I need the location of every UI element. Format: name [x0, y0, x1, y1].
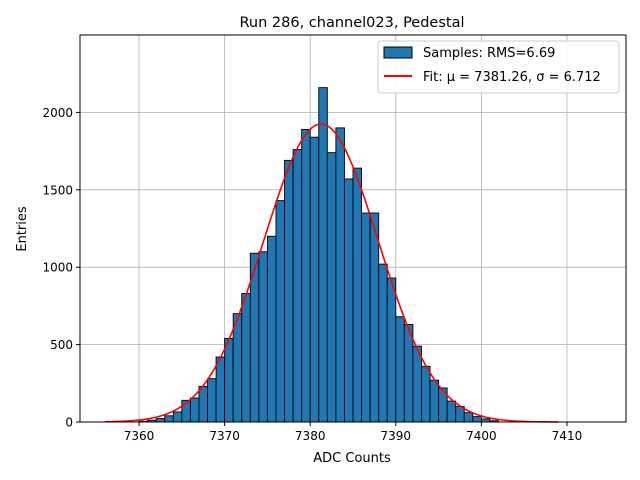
histogram-bar: [472, 416, 482, 423]
x-tick-label: 7410: [552, 429, 583, 443]
histogram-bar: [164, 415, 174, 423]
histogram-bars: [138, 87, 499, 423]
histogram-bar: [446, 400, 457, 423]
y-axis-ticks: 0 500 1000 1500 2000: [42, 106, 80, 430]
plot-frame: [79, 34, 627, 423]
histogram-bar: [241, 293, 251, 423]
histogram-bar: [224, 337, 234, 423]
histogram-bar: [395, 316, 405, 423]
histogram-bar: [266, 235, 277, 423]
histogram-bar: [386, 277, 397, 423]
x-axis-ticks: 7360 7370 7380 7390 7400 7410: [124, 422, 582, 443]
x-tick-label: 7360: [124, 429, 155, 443]
histogram-bar: [403, 324, 414, 423]
fit-curve: [104, 123, 559, 423]
fit-curve-group: [104, 123, 559, 423]
x-axis-label: ADC Counts: [313, 451, 391, 466]
y-tick-label: 500: [50, 338, 73, 352]
y-tick-label: 1500: [42, 183, 73, 197]
x-tick-label: 7390: [381, 429, 412, 443]
legend-label-fit: Fit: μ = 7381.26, σ = 6.712: [423, 70, 601, 85]
histogram-bar: [292, 149, 303, 423]
histogram-bar: [421, 365, 431, 423]
histogram-bar: [284, 159, 294, 423]
y-axis-label: Entries: [15, 206, 30, 252]
histogram-bar: [335, 127, 345, 423]
x-tick-label: 7380: [295, 429, 326, 443]
histogram-bar: [412, 345, 422, 423]
histogram-bar: [326, 152, 337, 423]
histogram-bar: [318, 87, 328, 423]
histogram-bar: [343, 178, 354, 423]
histogram-bar: [463, 412, 474, 423]
y-tick-label: 2000: [42, 106, 73, 120]
histogram-bar: [429, 379, 440, 423]
x-tick-label: 7370: [209, 429, 240, 443]
histogram-bar: [275, 200, 285, 423]
histogram-bar: [189, 397, 200, 423]
histogram-bar: [207, 378, 217, 423]
x-tick-label: 7400: [466, 429, 497, 443]
histogram-bar: [198, 385, 208, 423]
histogram-bar: [232, 313, 243, 423]
histogram-bar: [309, 136, 320, 423]
legend-label-samples: Samples: RMS=6.69: [423, 46, 555, 61]
legend-swatch-samples: [383, 46, 413, 59]
chart-title: Run 286, channel023, Pedestal: [239, 15, 464, 31]
histogram-bar: [352, 167, 363, 423]
histogram-bar: [301, 128, 311, 423]
histogram-bar: [155, 418, 166, 423]
histogram-bar: [361, 212, 371, 423]
histogram-bar: [378, 263, 388, 423]
histogram-bar: [258, 251, 268, 423]
legend-box: [377, 40, 620, 94]
histogram-bar: [215, 356, 226, 423]
y-tick-label: 0: [65, 416, 73, 430]
histogram-bar: [172, 411, 183, 423]
histogram-bar: [369, 212, 380, 423]
y-tick-label: 1000: [42, 261, 73, 275]
legend: Samples: RMS=6.69 Fit: μ = 7381.26, σ = …: [377, 40, 620, 94]
